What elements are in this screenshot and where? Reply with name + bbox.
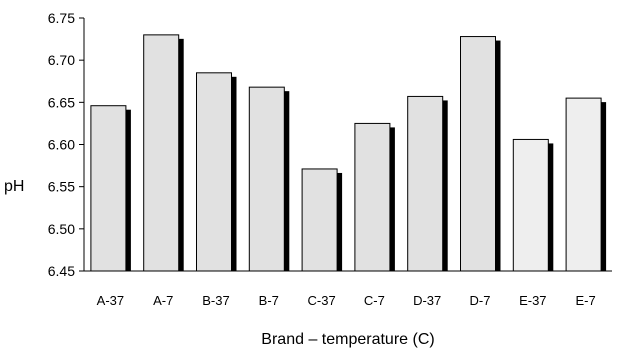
x-tick-label: C-7 bbox=[364, 293, 385, 308]
x-tick-label: C-37 bbox=[308, 293, 336, 308]
bar-e-37 bbox=[512, 138, 549, 272]
y-tick-label: 6.55 bbox=[48, 179, 75, 195]
x-axis-labels: A-37 A-7 B-37 B-7 C-37 C-7 D-37 D-7 E-37 E-7 bbox=[97, 293, 596, 308]
y-tick-label: 6.75 bbox=[48, 10, 75, 26]
bar-b-37 bbox=[196, 72, 232, 272]
bar-c-7 bbox=[354, 122, 391, 272]
y-tick-label: 6.60 bbox=[48, 137, 75, 153]
x-tick-label: D-7 bbox=[470, 293, 491, 308]
bars-group bbox=[90, 34, 607, 272]
y-tick-label: 6.70 bbox=[48, 52, 75, 68]
bar-b-7 bbox=[248, 86, 285, 272]
bar-d-37 bbox=[407, 95, 444, 272]
x-tick-label: E-37 bbox=[519, 293, 546, 308]
x-axis-title: Brand – temperature (C) bbox=[261, 331, 434, 348]
y-tick-label: 6.50 bbox=[48, 221, 75, 237]
y-tick-label: 6.65 bbox=[48, 94, 75, 110]
bar-a-37 bbox=[90, 105, 127, 272]
x-tick-label: A-37 bbox=[97, 293, 124, 308]
x-tick-label: D-37 bbox=[413, 293, 441, 308]
bar-d-7 bbox=[460, 36, 496, 272]
x-tick-label: B-7 bbox=[259, 293, 279, 308]
bar-e-7 bbox=[565, 97, 602, 272]
x-tick-label: A-7 bbox=[153, 293, 173, 308]
y-axis-title: pH bbox=[4, 178, 24, 195]
bar-a-7 bbox=[143, 34, 180, 272]
bar-c-37 bbox=[301, 168, 338, 272]
y-axis-ticks: 6.45 6.50 6.55 6.60 6.65 6.70 6.75 bbox=[48, 10, 84, 279]
y-tick-label: 6.45 bbox=[48, 263, 75, 279]
x-tick-label: B-37 bbox=[202, 293, 229, 308]
x-tick-label: E-7 bbox=[575, 293, 595, 308]
